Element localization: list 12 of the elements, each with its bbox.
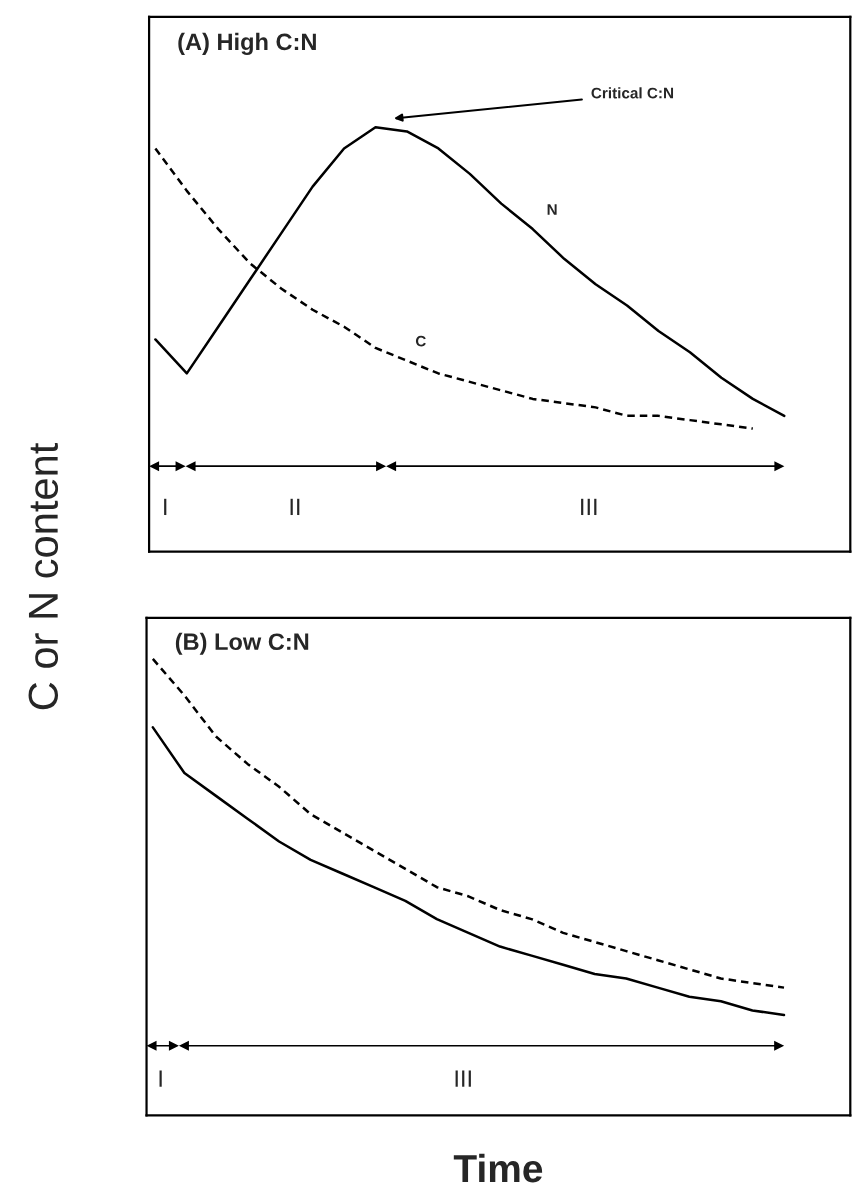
series-label: C [415,335,426,347]
annotation: I [164,498,167,516]
annotation: II [290,498,300,516]
y-axis-title: C or N content [28,442,59,710]
annotation: III [455,1070,471,1087]
x-axis-title: Time [453,1153,543,1183]
series-label: N [547,204,557,215]
text: Critical C:N [591,87,674,99]
chart-title: (A) High C:N [178,32,316,55]
chart-title: (B) Low C:N [175,632,309,655]
annotation: III [581,498,597,516]
annotation: I [159,1070,162,1087]
